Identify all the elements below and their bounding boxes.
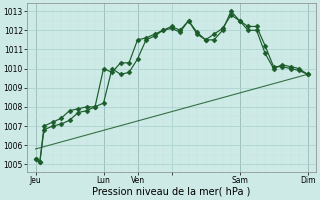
X-axis label: Pression niveau de la mer( hPa ): Pression niveau de la mer( hPa ) [92,187,251,197]
